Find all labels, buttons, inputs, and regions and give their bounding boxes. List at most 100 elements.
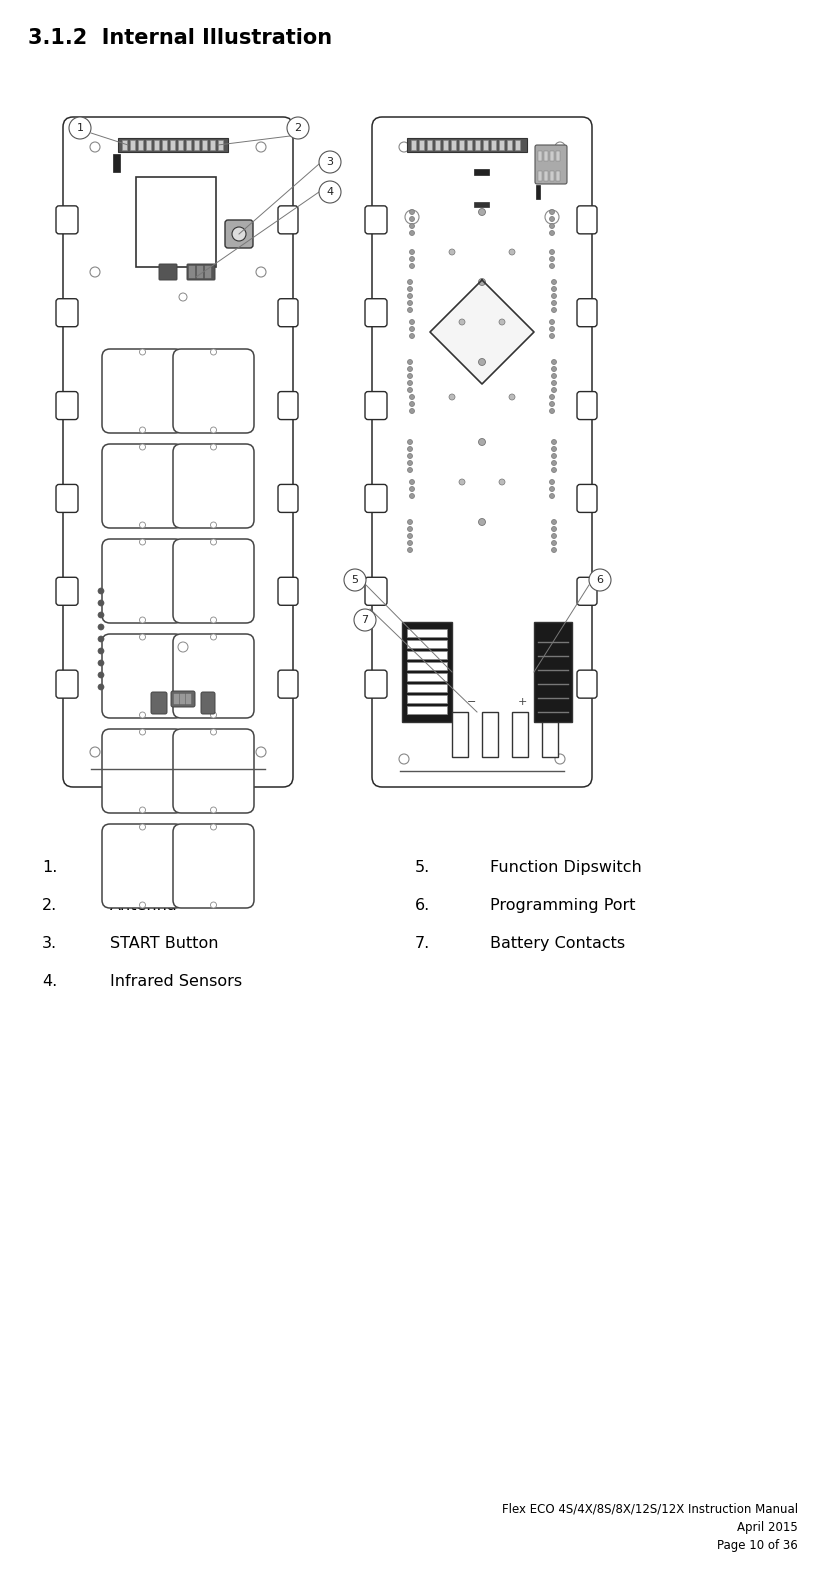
Circle shape <box>549 264 554 269</box>
Bar <box>210 140 215 149</box>
Circle shape <box>410 487 415 492</box>
Circle shape <box>287 116 309 138</box>
Bar <box>534 622 572 723</box>
FancyBboxPatch shape <box>173 539 254 624</box>
Circle shape <box>140 617 145 624</box>
FancyBboxPatch shape <box>577 577 597 605</box>
Circle shape <box>319 151 341 173</box>
Circle shape <box>549 231 554 236</box>
Bar <box>556 171 560 181</box>
Bar <box>136 178 216 267</box>
FancyBboxPatch shape <box>577 391 597 419</box>
Text: Battery Contacts: Battery Contacts <box>490 936 625 950</box>
Circle shape <box>552 534 557 539</box>
Circle shape <box>407 548 412 553</box>
Bar <box>407 650 447 658</box>
Circle shape <box>552 280 557 284</box>
Bar <box>186 140 191 149</box>
FancyBboxPatch shape <box>63 116 293 787</box>
Text: 7.: 7. <box>415 936 430 950</box>
Circle shape <box>69 116 91 138</box>
Circle shape <box>552 286 557 292</box>
Circle shape <box>549 319 554 325</box>
Circle shape <box>407 286 412 292</box>
Circle shape <box>405 211 419 225</box>
Bar <box>407 628 447 636</box>
Bar <box>138 140 143 149</box>
Text: 3: 3 <box>326 157 334 167</box>
FancyBboxPatch shape <box>577 206 597 234</box>
Circle shape <box>509 248 515 255</box>
FancyBboxPatch shape <box>56 484 78 512</box>
Bar <box>205 265 211 278</box>
FancyBboxPatch shape <box>56 206 78 234</box>
Circle shape <box>552 374 557 379</box>
Circle shape <box>549 209 554 215</box>
Circle shape <box>354 610 376 632</box>
Circle shape <box>407 540 412 545</box>
Circle shape <box>555 141 565 152</box>
Bar <box>443 140 448 149</box>
FancyBboxPatch shape <box>365 671 387 698</box>
FancyBboxPatch shape <box>365 298 387 327</box>
Circle shape <box>589 569 611 591</box>
Circle shape <box>549 223 554 228</box>
Circle shape <box>211 445 216 449</box>
FancyBboxPatch shape <box>173 635 254 718</box>
Circle shape <box>98 613 104 617</box>
Bar <box>130 140 135 149</box>
Circle shape <box>549 256 554 261</box>
Circle shape <box>399 754 409 764</box>
Circle shape <box>140 445 145 449</box>
Circle shape <box>211 427 216 434</box>
FancyBboxPatch shape <box>278 298 298 327</box>
Bar <box>474 203 489 207</box>
Circle shape <box>487 732 497 742</box>
Text: Flex ECO 4S/4X/8S/8X/12S/12X Instruction Manual: Flex ECO 4S/4X/8S/8X/12S/12X Instruction… <box>502 1503 798 1516</box>
Circle shape <box>499 479 505 485</box>
Circle shape <box>552 380 557 385</box>
Text: 2: 2 <box>294 123 301 134</box>
FancyBboxPatch shape <box>577 671 597 698</box>
Bar <box>194 140 199 149</box>
Circle shape <box>552 460 557 465</box>
Bar <box>122 140 127 149</box>
FancyBboxPatch shape <box>173 349 254 434</box>
Bar <box>407 683 447 691</box>
FancyBboxPatch shape <box>365 391 387 419</box>
Text: Infrared Sensors: Infrared Sensors <box>110 974 242 990</box>
Circle shape <box>407 294 412 298</box>
Circle shape <box>407 446 412 451</box>
Circle shape <box>410 493 415 498</box>
Circle shape <box>549 333 554 338</box>
FancyBboxPatch shape <box>102 349 183 434</box>
Bar <box>482 712 498 757</box>
FancyBboxPatch shape <box>173 729 254 814</box>
FancyBboxPatch shape <box>577 298 597 327</box>
Bar <box>189 265 195 278</box>
FancyBboxPatch shape <box>365 577 387 605</box>
Bar <box>538 171 542 181</box>
Circle shape <box>211 539 216 545</box>
Bar <box>550 171 554 181</box>
Circle shape <box>478 209 486 215</box>
Circle shape <box>410 333 415 338</box>
Bar <box>556 151 560 160</box>
FancyBboxPatch shape <box>225 220 253 248</box>
Circle shape <box>407 468 412 473</box>
Bar <box>411 140 416 149</box>
Circle shape <box>449 248 455 255</box>
Bar <box>218 140 223 149</box>
Circle shape <box>410 479 415 484</box>
Bar <box>118 138 228 152</box>
Bar <box>170 140 175 149</box>
Circle shape <box>211 807 216 814</box>
Bar <box>174 694 179 704</box>
Bar <box>499 140 504 149</box>
FancyBboxPatch shape <box>102 825 183 908</box>
Circle shape <box>410 394 415 399</box>
Circle shape <box>90 267 100 276</box>
FancyBboxPatch shape <box>56 298 78 327</box>
Circle shape <box>552 300 557 305</box>
Circle shape <box>549 479 554 484</box>
